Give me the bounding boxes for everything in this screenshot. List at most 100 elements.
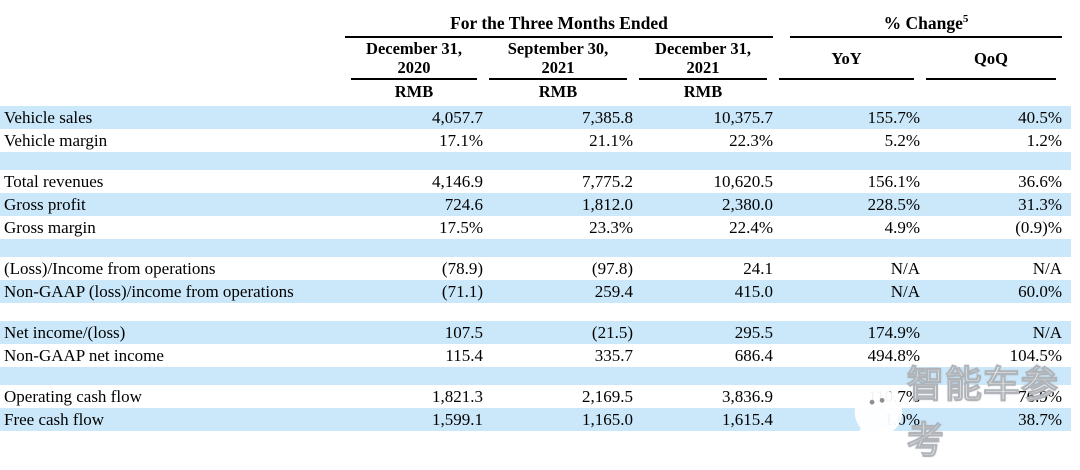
header-group-row: For the Three Months Ended % Change5 <box>0 0 1080 38</box>
table-row: Free cash flow 1,599.1 1,165.0 1,615.4 1.0% 3… <box>0 408 1071 431</box>
cell-value: 7,775.2 <box>582 172 633 191</box>
cell-value: 24.1 <box>743 259 773 278</box>
cell-value: 156.1% <box>867 172 920 191</box>
row-label: Free cash flow <box>4 410 105 429</box>
column-header-dec-2020: December 31, 2020 <box>351 38 477 80</box>
spacer-row <box>0 367 1071 385</box>
cell-value: 1,812.0 <box>582 195 633 214</box>
cell-value: N/A <box>890 282 920 301</box>
cell-value: 1,615.4 <box>722 410 773 429</box>
column-header-line1: December 31, <box>366 39 462 58</box>
table-row: Operating cash flow 1,821.3 2,169.5 3,836.9… <box>0 385 1071 408</box>
cell-value: 155.7% <box>867 108 920 127</box>
cell-value: 76.9% <box>1018 387 1062 406</box>
cell-value: 1,821.3 <box>432 387 483 406</box>
header-columns-row: December 31, 2020 September 30, 2021 Dec… <box>0 38 1080 80</box>
cell-value: 3,836.9 <box>722 387 773 406</box>
column-header-line2: 2021 <box>541 58 575 77</box>
column-header-dec-2021: December 31, 2021 <box>639 38 767 80</box>
cell-value: 60.0% <box>1018 282 1062 301</box>
column-header-line1: December 31, <box>655 39 751 58</box>
cell-value: 107.5 <box>444 323 483 342</box>
cell-value: (71.1) <box>441 282 483 301</box>
column-header-yoy: YoY <box>779 38 914 80</box>
row-label: Non-GAAP (loss)/income from operations <box>4 282 294 301</box>
row-label: Operating cash flow <box>4 387 142 406</box>
cell-value: 4.9% <box>884 218 920 237</box>
cell-value: N/A <box>1032 323 1062 342</box>
cell-value: 40.5% <box>1018 108 1062 127</box>
cell-value: 10,375.7 <box>713 108 774 127</box>
spacer-row <box>0 152 1071 170</box>
header-units-row: RMB RMB RMB <box>0 80 1080 104</box>
cell-value: 104.5% <box>1009 346 1062 365</box>
cell-value: 23.3% <box>589 218 633 237</box>
cell-value: 1,599.1 <box>432 410 483 429</box>
table-row: Non-GAAP net income 115.4 335.7 686.4 494.8%… <box>0 344 1071 367</box>
unit-label-rmb: RMB <box>683 82 723 101</box>
cell-value: 686.4 <box>734 346 773 365</box>
cell-value: 335.7 <box>594 346 633 365</box>
cell-value: 17.5% <box>439 218 483 237</box>
unit-label-rmb: RMB <box>538 82 578 101</box>
footnote-superscript: 5 <box>962 13 969 26</box>
cell-value: 1.2% <box>1026 131 1062 150</box>
cell-value: 4,057.7 <box>432 108 483 127</box>
row-label: (Loss)/Income from operations <box>4 259 216 278</box>
row-label: Vehicle sales <box>4 108 93 127</box>
cell-value: 1,165.0 <box>582 410 633 429</box>
cell-value: 38.7% <box>1018 410 1062 429</box>
cell-value: 22.3% <box>729 131 773 150</box>
pct-change-group-header: % Change5 <box>790 13 1062 38</box>
table-row: (Loss)/Income from operations (78.9) (97.8… <box>0 257 1071 280</box>
cell-value: 415.0 <box>734 282 773 301</box>
cell-value: 115.4 <box>445 346 483 365</box>
spacer-row <box>0 239 1071 257</box>
cell-value: 1.0% <box>884 410 920 429</box>
cell-value: 259.4 <box>594 282 633 301</box>
column-header-sep-2021: September 30, 2021 <box>489 38 627 80</box>
cell-value: 31.3% <box>1018 195 1062 214</box>
cell-value: 2,169.5 <box>582 387 633 406</box>
cell-value: 21.1% <box>589 131 633 150</box>
cell-value: 17.1% <box>439 131 483 150</box>
period-group-label: For the Three Months Ended <box>450 13 668 33</box>
table-body: Vehicle sales 4,057.7 7,385.8 10,375.7 155.7… <box>0 106 1080 431</box>
row-label: Non-GAAP net income <box>4 346 164 365</box>
cell-value: 724.6 <box>444 195 483 214</box>
table-row: Non-GAAP (loss)/income from operations (7… <box>0 280 1071 303</box>
cell-value: 228.5% <box>867 195 920 214</box>
cell-value: 295.5 <box>734 323 773 342</box>
table-row: Net income/(loss) 107.5 (21.5) 295.5 174.9% N… <box>0 321 1071 344</box>
cell-value: (0.9)% <box>1015 218 1062 237</box>
cell-value: (97.8) <box>591 259 633 278</box>
table-row: Vehicle sales 4,057.7 7,385.8 10,375.7 155.7… <box>0 106 1071 129</box>
cell-value: 174.9% <box>867 323 920 342</box>
header-label-spacer <box>0 38 345 80</box>
column-header-line2: 2021 <box>686 58 720 77</box>
cell-value: 4,146.9 <box>432 172 483 191</box>
cell-value: 7,385.8 <box>582 108 633 127</box>
table-row: Gross margin 17.5% 23.3% 22.4% 4.9% (0.9)% <box>0 216 1071 239</box>
table-row: Vehicle margin 17.1% 21.1% 22.3% 5.2% 1.2% <box>0 129 1071 152</box>
row-label: Gross margin <box>4 218 96 237</box>
cell-value: 10,620.5 <box>713 172 774 191</box>
row-label: Vehicle margin <box>4 131 108 150</box>
row-label: Net income/(loss) <box>4 323 126 342</box>
cell-value: 110.7% <box>868 387 920 406</box>
table-row: Gross profit 724.6 1,812.0 2,380.0 228.5% 31.… <box>0 193 1071 216</box>
table-row: Total revenues 4,146.9 7,775.2 10,620.5 156.… <box>0 170 1071 193</box>
unit-label-rmb: RMB <box>394 82 434 101</box>
cell-value: 5.2% <box>884 131 920 150</box>
pct-change-label: % Change <box>883 13 963 33</box>
cell-value: (78.9) <box>441 259 483 278</box>
cell-value: 494.8% <box>867 346 920 365</box>
row-label: Gross profit <box>4 195 86 214</box>
period-group-header: For the Three Months Ended <box>345 13 773 38</box>
cell-value: (21.5) <box>591 323 633 342</box>
cell-value: 22.4% <box>729 218 773 237</box>
spacer-row <box>0 303 1071 321</box>
row-label: Total revenues <box>4 172 104 191</box>
column-header-line2: 2020 <box>397 58 431 77</box>
